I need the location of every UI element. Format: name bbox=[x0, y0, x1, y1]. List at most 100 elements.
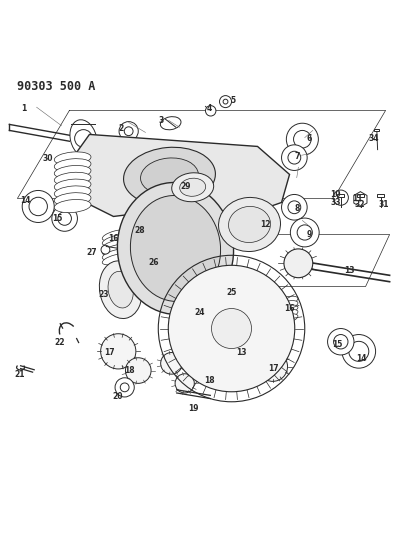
Circle shape bbox=[119, 122, 138, 141]
Circle shape bbox=[52, 206, 77, 231]
Ellipse shape bbox=[172, 173, 214, 201]
Circle shape bbox=[58, 212, 71, 225]
Circle shape bbox=[199, 358, 224, 382]
Circle shape bbox=[328, 328, 354, 355]
Circle shape bbox=[199, 301, 210, 311]
Text: 29: 29 bbox=[180, 182, 191, 191]
Ellipse shape bbox=[54, 172, 91, 185]
Text: 16: 16 bbox=[284, 304, 295, 313]
Circle shape bbox=[290, 218, 319, 247]
Ellipse shape bbox=[131, 196, 220, 302]
Ellipse shape bbox=[100, 261, 142, 319]
Text: 18: 18 bbox=[204, 376, 215, 385]
Circle shape bbox=[125, 358, 151, 383]
Text: 12: 12 bbox=[260, 220, 271, 229]
Text: 14: 14 bbox=[356, 354, 367, 363]
Text: 4: 4 bbox=[207, 104, 212, 113]
Ellipse shape bbox=[54, 186, 91, 199]
Circle shape bbox=[220, 95, 231, 108]
Ellipse shape bbox=[117, 182, 234, 314]
Circle shape bbox=[334, 335, 348, 349]
Ellipse shape bbox=[54, 193, 91, 206]
Text: 26: 26 bbox=[148, 258, 159, 267]
Text: 15: 15 bbox=[52, 214, 62, 223]
Circle shape bbox=[101, 334, 136, 369]
Ellipse shape bbox=[229, 206, 270, 243]
Circle shape bbox=[168, 265, 295, 392]
Text: 5: 5 bbox=[231, 96, 236, 105]
Text: 13: 13 bbox=[344, 266, 355, 275]
Ellipse shape bbox=[54, 152, 91, 165]
Circle shape bbox=[223, 99, 228, 104]
Ellipse shape bbox=[102, 249, 129, 260]
Circle shape bbox=[258, 352, 288, 382]
Circle shape bbox=[212, 309, 251, 349]
Ellipse shape bbox=[102, 254, 129, 265]
Circle shape bbox=[115, 378, 134, 397]
Ellipse shape bbox=[102, 235, 129, 246]
Circle shape bbox=[342, 335, 376, 368]
Text: 20: 20 bbox=[112, 392, 123, 401]
Circle shape bbox=[29, 197, 48, 216]
Ellipse shape bbox=[108, 271, 133, 308]
Circle shape bbox=[349, 341, 369, 361]
Circle shape bbox=[288, 151, 301, 164]
Polygon shape bbox=[65, 134, 289, 216]
Text: 9: 9 bbox=[307, 230, 312, 239]
Text: 30: 30 bbox=[42, 154, 53, 163]
Ellipse shape bbox=[54, 199, 91, 213]
Circle shape bbox=[120, 383, 129, 392]
Circle shape bbox=[206, 106, 216, 116]
Text: 32: 32 bbox=[354, 200, 365, 209]
Circle shape bbox=[101, 245, 110, 254]
Text: 21: 21 bbox=[14, 370, 25, 379]
Circle shape bbox=[288, 201, 301, 214]
Ellipse shape bbox=[54, 159, 91, 172]
Bar bbox=[337, 195, 345, 197]
Ellipse shape bbox=[102, 244, 129, 255]
Ellipse shape bbox=[160, 117, 181, 130]
Ellipse shape bbox=[272, 309, 298, 320]
Text: 17: 17 bbox=[268, 364, 279, 373]
Text: 16: 16 bbox=[108, 234, 119, 243]
Text: 2: 2 bbox=[119, 124, 124, 133]
Text: 1: 1 bbox=[21, 104, 26, 113]
Ellipse shape bbox=[124, 147, 215, 206]
Text: 14: 14 bbox=[20, 196, 31, 205]
Text: 28: 28 bbox=[134, 226, 145, 235]
Text: 6: 6 bbox=[307, 134, 312, 143]
Circle shape bbox=[282, 195, 307, 220]
Text: 22: 22 bbox=[54, 338, 64, 347]
Circle shape bbox=[282, 145, 307, 171]
Text: 31: 31 bbox=[378, 200, 389, 209]
Ellipse shape bbox=[141, 158, 198, 195]
Text: 25: 25 bbox=[226, 288, 237, 297]
Ellipse shape bbox=[272, 296, 298, 307]
Text: 90303 500 A: 90303 500 A bbox=[17, 80, 96, 93]
Circle shape bbox=[161, 352, 182, 374]
Circle shape bbox=[75, 130, 92, 147]
Text: 24: 24 bbox=[194, 308, 205, 317]
Ellipse shape bbox=[70, 120, 97, 157]
Ellipse shape bbox=[102, 230, 129, 241]
Text: 33: 33 bbox=[330, 198, 341, 207]
Ellipse shape bbox=[272, 301, 298, 312]
Text: 10: 10 bbox=[330, 190, 341, 199]
Text: 7: 7 bbox=[295, 152, 300, 161]
Text: 19: 19 bbox=[188, 404, 199, 413]
Circle shape bbox=[284, 249, 313, 278]
Bar bbox=[357, 195, 364, 197]
Text: 18: 18 bbox=[124, 366, 135, 375]
Text: 3: 3 bbox=[159, 116, 164, 125]
Ellipse shape bbox=[218, 197, 280, 252]
Bar bbox=[377, 195, 384, 197]
Ellipse shape bbox=[54, 179, 91, 192]
Text: 34: 34 bbox=[368, 134, 379, 143]
Circle shape bbox=[175, 374, 194, 393]
Circle shape bbox=[287, 123, 318, 155]
Text: 11: 11 bbox=[352, 194, 363, 203]
Circle shape bbox=[124, 127, 133, 135]
Bar bbox=[374, 129, 379, 131]
Ellipse shape bbox=[272, 314, 298, 325]
Text: 15: 15 bbox=[332, 340, 343, 349]
